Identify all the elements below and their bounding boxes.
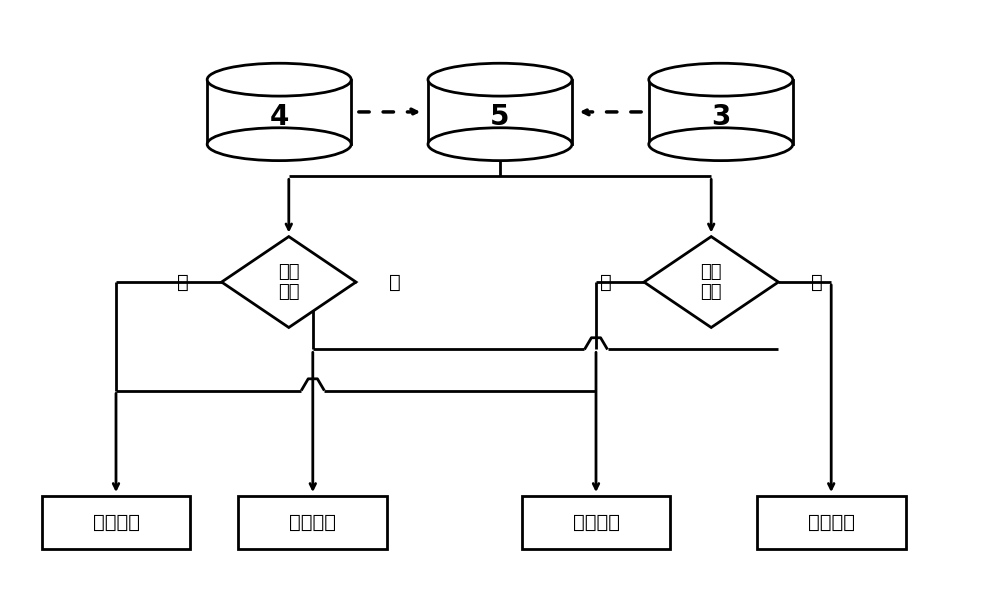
Ellipse shape [649, 128, 793, 161]
Text: 5: 5 [490, 103, 510, 131]
Polygon shape [644, 236, 778, 327]
Text: 甲板起吊: 甲板起吊 [808, 513, 855, 532]
Polygon shape [42, 496, 190, 549]
Text: 是: 是 [177, 273, 189, 291]
Ellipse shape [207, 128, 351, 161]
Ellipse shape [428, 64, 572, 96]
Text: 是: 是 [600, 273, 611, 291]
Ellipse shape [649, 64, 793, 96]
Text: 入水
判定: 入水 判定 [278, 263, 300, 301]
Polygon shape [522, 496, 670, 549]
Polygon shape [238, 496, 387, 549]
Polygon shape [757, 496, 906, 549]
Polygon shape [428, 79, 572, 144]
Polygon shape [207, 79, 351, 144]
Ellipse shape [428, 128, 572, 161]
Text: 3: 3 [711, 103, 730, 131]
Text: 否: 否 [389, 273, 400, 291]
Text: 甲板停放: 甲板停放 [572, 513, 620, 532]
Polygon shape [222, 236, 356, 327]
Ellipse shape [207, 64, 351, 96]
Text: 海底坐底: 海底坐底 [92, 513, 140, 532]
Text: 水下起吊: 水下起吊 [289, 513, 336, 532]
Polygon shape [649, 79, 793, 144]
Text: 4: 4 [270, 103, 289, 131]
Text: 否: 否 [811, 273, 823, 291]
Text: 触底
判定: 触底 判定 [700, 263, 722, 301]
